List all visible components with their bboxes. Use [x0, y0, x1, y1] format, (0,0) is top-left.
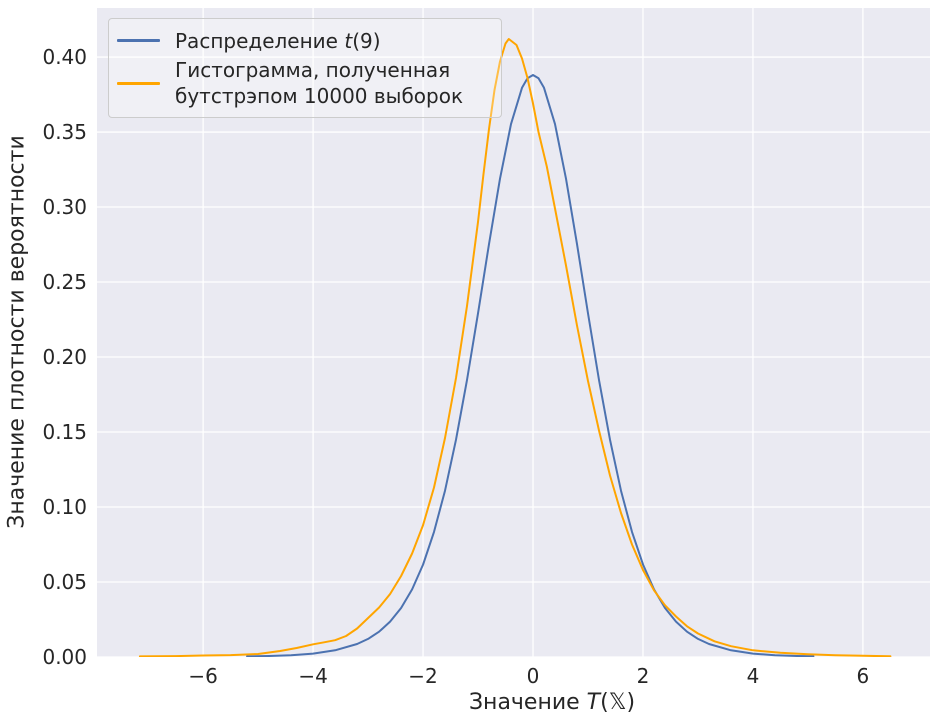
series-line-0	[246, 74, 815, 657]
x-tick-label: −4	[298, 664, 328, 688]
y-tick-label: 0.35	[42, 120, 87, 145]
legend-item-t-distribution: Распределение t(9)	[117, 28, 489, 54]
x-tick-label: 0	[526, 664, 540, 688]
x-tick-label: −6	[188, 664, 218, 688]
legend-item-bootstrap-histogram: Гистограмма, полученная бутстрэпом 10000 …	[117, 57, 489, 109]
y-tick-label: 0.05	[42, 570, 87, 594]
legend-line-swatch-orange	[117, 81, 160, 85]
x-tick-label: −2	[408, 664, 438, 688]
legend-label: Гистограмма, полученная бутстрэпом 10000 …	[175, 58, 464, 109]
y-tick-label: 0.10	[42, 495, 87, 519]
x-tick-label: 4	[746, 664, 760, 688]
y-tick-label: 0.25	[42, 270, 87, 295]
y-tick-label: 0.20	[42, 345, 87, 370]
legend-label: Распределение t(9)	[175, 28, 381, 53]
legend-line-swatch-blue	[117, 39, 160, 43]
legend: Распределение t(9) Гистограмма, полученн…	[108, 18, 502, 118]
plot-area	[97, 8, 930, 657]
y-axis-label: Значение плотности вероятности	[4, 135, 30, 529]
chart-canvas	[97, 8, 930, 657]
y-tick-label: 0.00	[42, 645, 87, 669]
x-tick-label: 6	[856, 664, 870, 688]
y-tick-label: 0.15	[42, 420, 87, 445]
series-line-1	[138, 38, 892, 657]
x-tick-label: 2	[636, 664, 650, 688]
x-axis-label: Значение T(𝕏)	[468, 690, 636, 715]
y-tick-label: 0.40	[42, 45, 87, 70]
y-tick-label: 0.30	[42, 195, 87, 220]
